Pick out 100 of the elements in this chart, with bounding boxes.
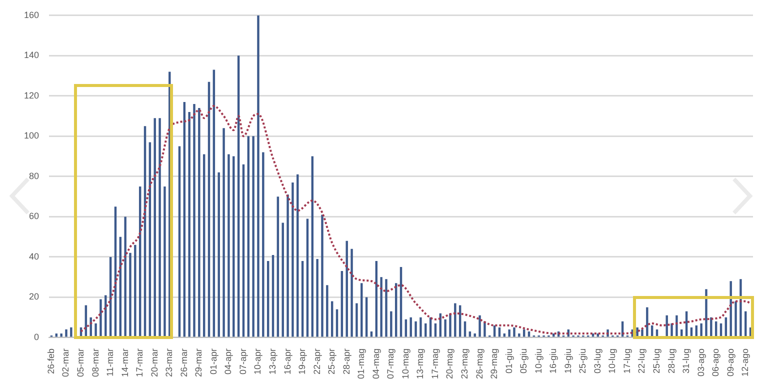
bar <box>513 327 516 337</box>
bar <box>232 156 235 337</box>
bar <box>129 252 132 337</box>
bar <box>449 313 452 337</box>
bar <box>60 333 62 337</box>
y-tick-label: 160 <box>24 10 40 20</box>
bar <box>247 136 250 337</box>
bar <box>380 277 382 337</box>
bar <box>212 70 216 337</box>
bar <box>410 317 412 337</box>
x-tick-label: 19-apr <box>297 348 308 374</box>
bar <box>326 285 328 337</box>
x-tick-label: 31-lug <box>681 348 692 374</box>
x-tick-label: 14-mar <box>120 348 130 377</box>
bar <box>70 327 72 337</box>
bar <box>262 152 264 337</box>
x-tick-label: 25-apr <box>326 348 337 374</box>
bar <box>292 182 294 337</box>
bar <box>740 279 742 337</box>
bar <box>478 315 481 337</box>
x-tick-label: 16-apr <box>282 348 292 374</box>
bar <box>646 307 648 337</box>
x-tick-label: 01-giu <box>504 348 514 374</box>
x-tick-label: 04-apr <box>223 348 234 374</box>
x-tick-label: 10-apr <box>252 348 263 374</box>
x-tick-label: 29-mag <box>489 348 500 379</box>
x-tick-label: 09-ago <box>725 348 736 377</box>
y-tick-label: 40 <box>29 251 40 262</box>
x-tick-label: 17-mag <box>430 348 440 379</box>
x-tick-label: 28-lug <box>666 348 676 374</box>
bar <box>518 333 520 337</box>
bar <box>266 260 270 337</box>
bar <box>193 104 196 337</box>
bar <box>164 186 166 337</box>
bar <box>282 222 284 337</box>
bar <box>700 323 702 337</box>
bar <box>340 271 344 337</box>
x-tick-label: 17-mar <box>134 348 145 377</box>
x-tick-label: 23-mar <box>164 348 174 377</box>
x-tick-label: 22-apr <box>312 348 322 374</box>
bar <box>252 136 254 337</box>
x-tick-label: 10-giu <box>533 348 544 374</box>
bar <box>301 260 304 337</box>
x-tick-label: 19-giu <box>562 348 573 374</box>
bar <box>228 154 230 337</box>
x-tick-label: 10-mag <box>400 348 410 379</box>
x-tick-label: 20-mag <box>444 348 455 379</box>
bar <box>286 194 289 337</box>
bar <box>158 118 161 337</box>
bar <box>710 317 712 337</box>
bar <box>218 172 220 337</box>
x-tick-label: 13-apr <box>267 348 278 374</box>
bar <box>188 112 190 337</box>
x-tick-label: 28-apr <box>341 348 352 374</box>
x-tick-label: 29-mar <box>194 348 204 377</box>
bar <box>365 297 368 337</box>
bar <box>454 303 456 337</box>
bar <box>705 289 708 337</box>
bar <box>257 15 260 337</box>
bar <box>198 108 200 337</box>
bar <box>222 128 225 337</box>
x-tick-label: 11-mar <box>105 348 116 376</box>
x-tick-label: 16-giu <box>548 348 558 374</box>
bar <box>730 281 732 337</box>
x-tick-label: 12-ago <box>740 348 750 377</box>
bar <box>360 283 363 337</box>
bar <box>272 254 274 337</box>
bar <box>124 216 126 337</box>
x-tick-label: 04-mag <box>370 348 381 379</box>
x-tick-label: 06-ago <box>710 348 721 377</box>
x-tick-label: 10-lug <box>607 348 618 374</box>
bar <box>202 154 206 337</box>
bar <box>670 323 673 337</box>
x-tick-label: 26-mar <box>178 348 189 377</box>
line-series <box>80 104 752 334</box>
x-tick-label: 02-mar <box>60 348 71 377</box>
x-tick-label: 07-mag <box>386 348 396 379</box>
y-tick-label: 60 <box>29 211 40 222</box>
bar <box>414 321 417 337</box>
bar <box>306 218 309 337</box>
bar <box>178 146 181 337</box>
bar <box>474 333 476 337</box>
bar <box>183 102 186 337</box>
bar <box>666 315 668 337</box>
bar <box>385 279 388 337</box>
bar <box>356 303 358 337</box>
x-tick-label: 17-lug <box>622 348 632 374</box>
x-tick-label: 03-ago <box>696 348 706 377</box>
x-tick-label: 13-mag <box>415 348 426 379</box>
bar <box>420 317 422 337</box>
bar <box>444 319 446 337</box>
y-tick-label: 80 <box>29 170 40 181</box>
bar <box>390 311 392 337</box>
bar <box>242 164 245 337</box>
bar <box>134 244 136 337</box>
y-tick-label: 100 <box>24 130 40 141</box>
y-tick-label: 20 <box>29 292 40 302</box>
bar <box>734 301 737 337</box>
y-tick-label: 0 <box>34 332 40 342</box>
x-tick-label: 23-mag <box>459 348 470 379</box>
